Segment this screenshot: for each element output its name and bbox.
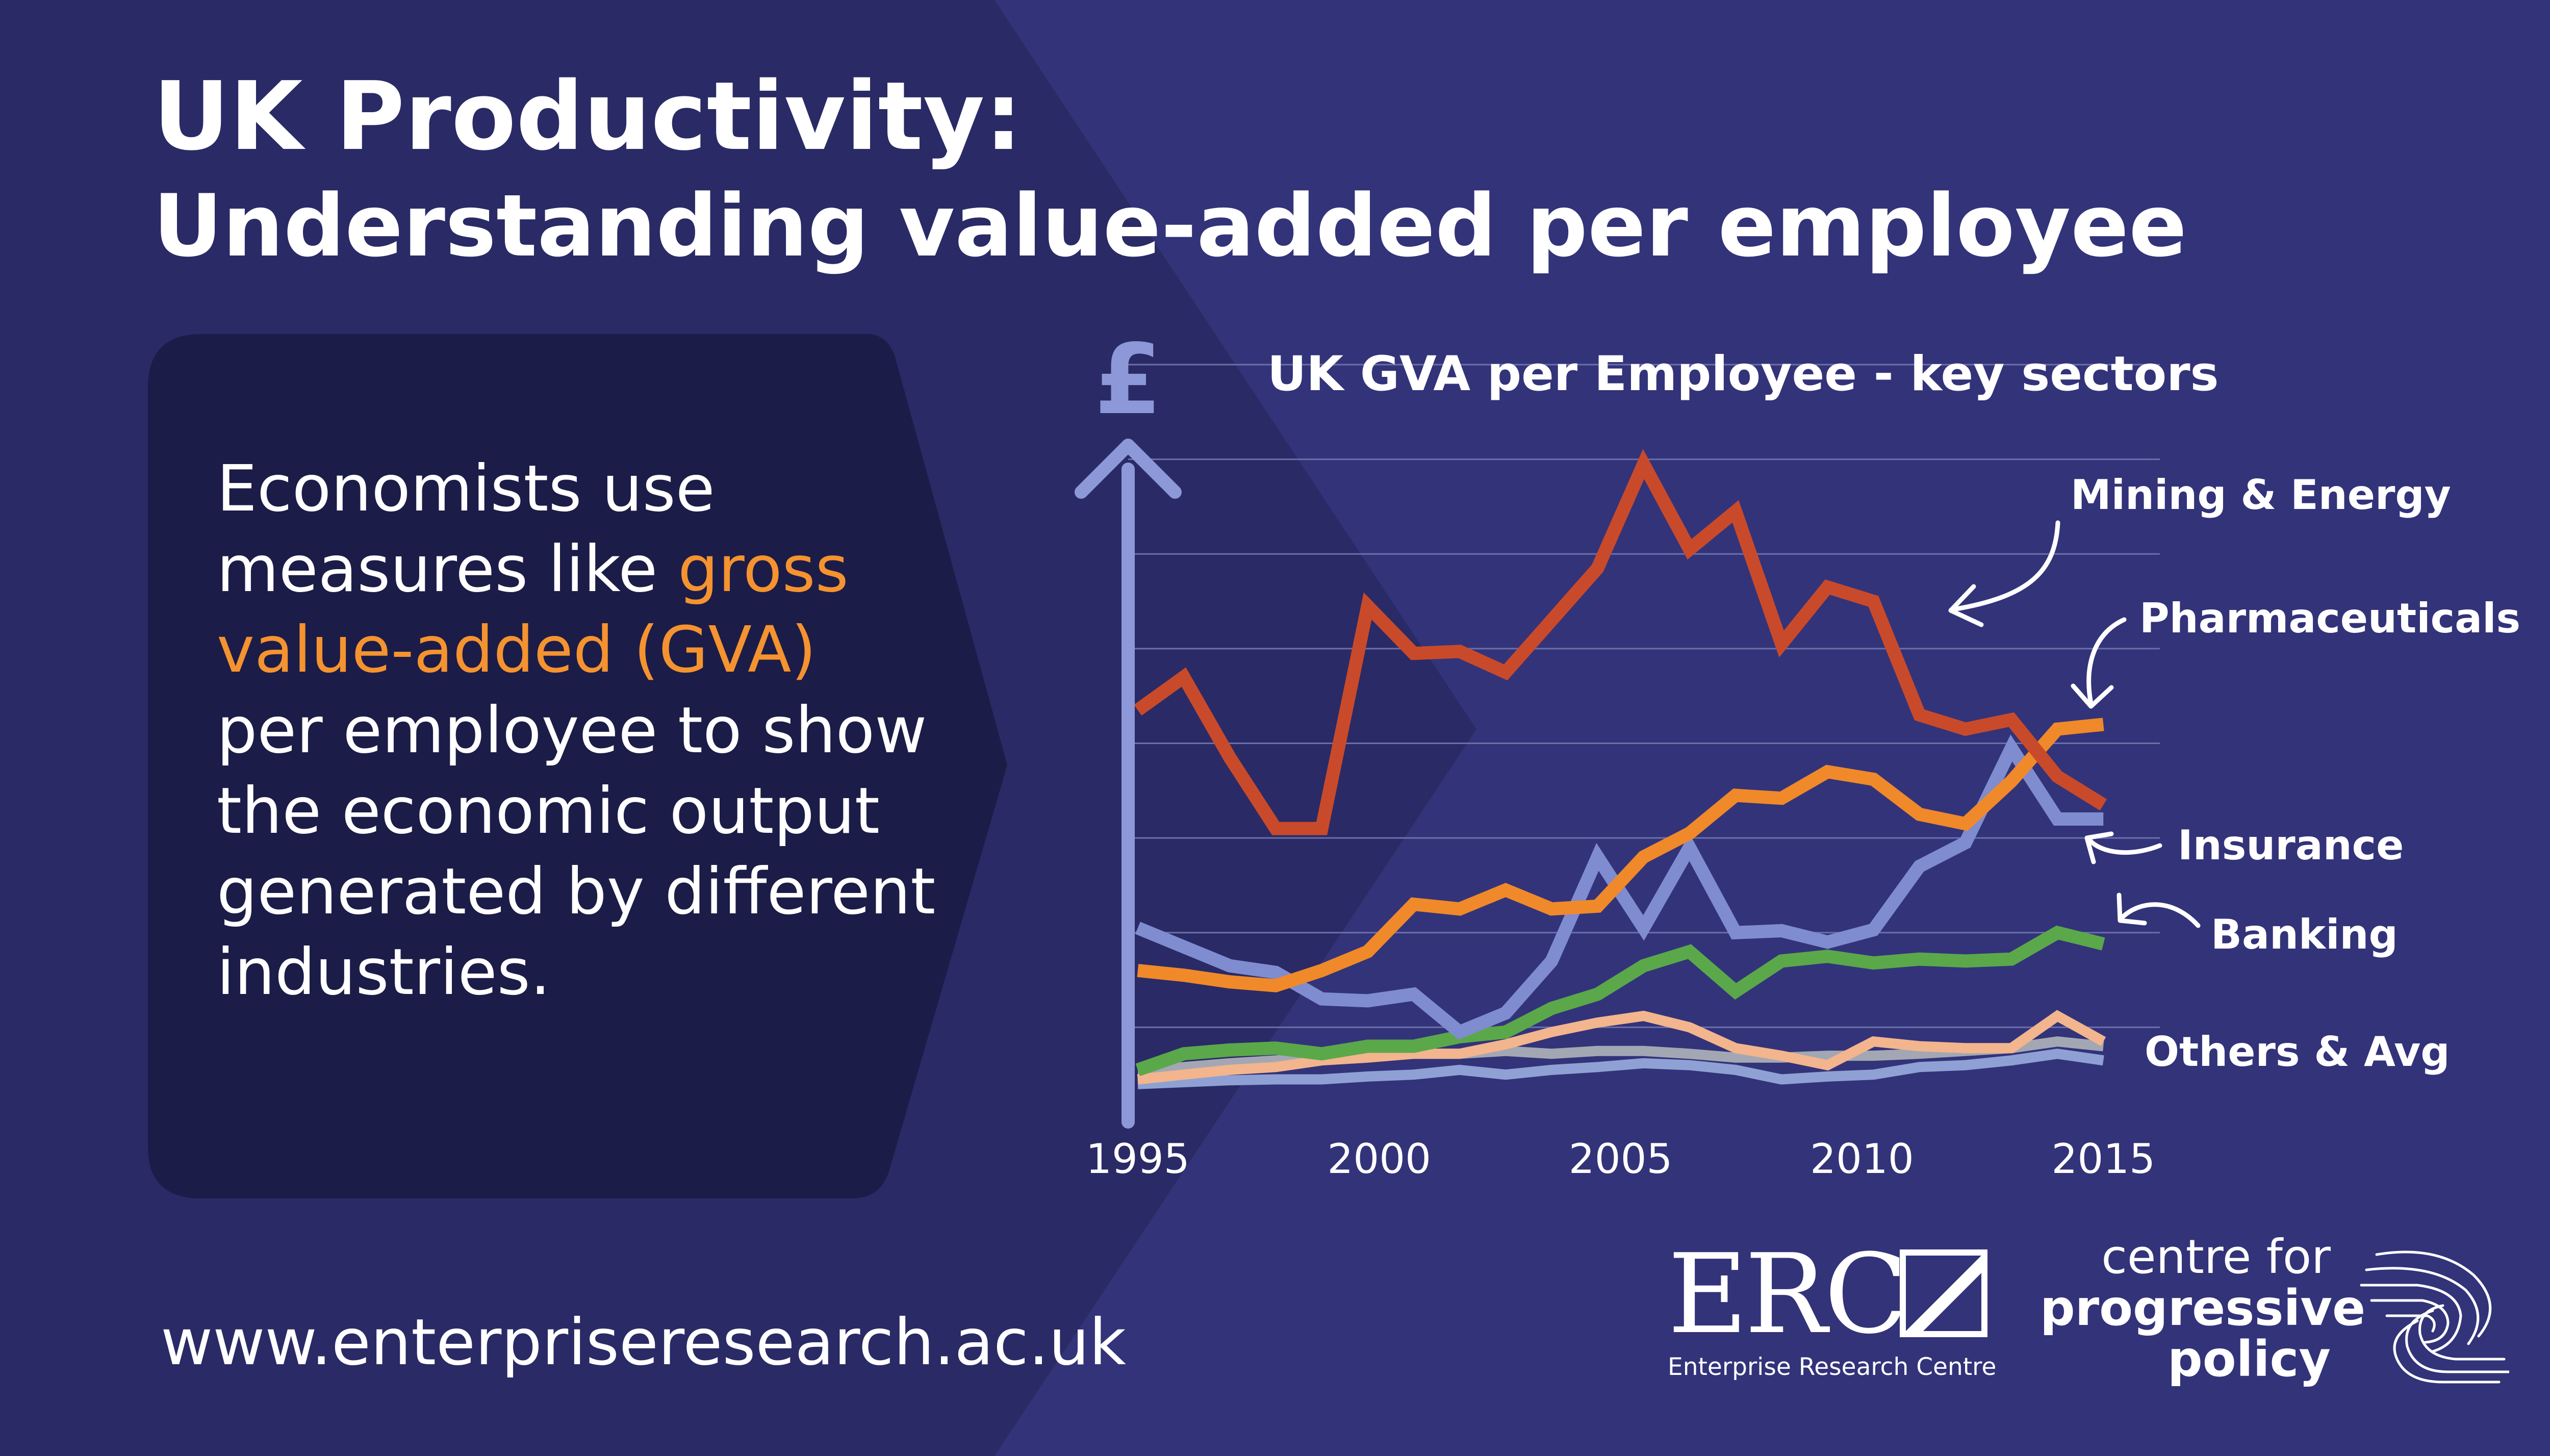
label-banking: Banking xyxy=(2211,911,2398,958)
cpp-logo-line3: policy xyxy=(2168,1331,2331,1388)
arrow-mining-energy-head xyxy=(1948,584,1984,627)
x-tick-label: 2000 xyxy=(1327,1135,1431,1183)
erc-logo-subtitle: Enterprise Research Centre xyxy=(1668,1353,1997,1381)
page-subtitle: Understanding value-added per employee xyxy=(153,176,2187,276)
description-highlight: gross value-added (GVA) xyxy=(217,532,849,687)
series-line-mining-energy xyxy=(1134,449,2107,835)
arrow-banking xyxy=(2119,902,2201,928)
label-pharmaceuticals: Pharmaceuticals xyxy=(2139,595,2520,642)
x-tick-label: 2015 xyxy=(2051,1135,2155,1183)
chart-axis: £ xyxy=(1075,323,1182,1129)
series-line-pharmaceuticals xyxy=(1137,718,2104,992)
page-title: UK Productivity: xyxy=(153,61,1023,171)
label-insurance: Insurance xyxy=(2178,822,2404,869)
cpp-logo-line1: centre for xyxy=(2101,1230,2331,1284)
y-axis-label: £ xyxy=(1094,323,1162,436)
cpp-swirl-icon xyxy=(2360,1250,2509,1384)
website-url[interactable]: www.enterpriseresearch.ac.uk xyxy=(161,1306,1127,1380)
chart-title: UK GVA per Employee - key sectors xyxy=(1267,346,2219,402)
arrow-mining-energy xyxy=(1951,520,2060,612)
erc-logo: ERC Enterprise Research Centre xyxy=(1668,1239,1996,1381)
description-part1: Economists use measures like xyxy=(217,452,715,606)
erc-logo-word: ERC xyxy=(1668,1230,1908,1358)
arrow-insurance-head xyxy=(2084,831,2114,864)
cpp-logo-line2: progressive xyxy=(2040,1280,2366,1337)
chart-lines xyxy=(1134,449,2107,1089)
x-axis-ticks: 1995 2000 2005 2010 2015 xyxy=(1086,1135,2155,1183)
y-axis-arrow-head xyxy=(1075,439,1182,499)
description-part2: per employee to show the economic output… xyxy=(217,694,936,1009)
label-mining-energy: Mining & Energy xyxy=(2071,471,2451,519)
x-tick-label: 2005 xyxy=(1569,1135,1673,1183)
x-tick-label: 2010 xyxy=(1810,1135,1914,1183)
arrow-banking-head xyxy=(2116,892,2147,926)
description-panel xyxy=(148,334,1007,1198)
arrow-pharmaceuticals-head xyxy=(2071,683,2114,709)
label-others-avg: Others & Avg xyxy=(2145,1028,2450,1076)
arrow-pharmaceuticals xyxy=(2086,617,2127,706)
arrow-insurance xyxy=(2086,836,2162,855)
series-line-others xyxy=(1137,1010,2106,1085)
annotations: Mining & Energy Pharmaceuticals Insuranc… xyxy=(1948,471,2520,1076)
series-line-others2 xyxy=(1137,1049,2104,1089)
description-text: Economists use measures like gross value… xyxy=(217,449,941,1013)
x-tick-label: 1995 xyxy=(1086,1135,1190,1183)
cpp-logo: centre for progressive policy xyxy=(2040,1230,2366,1388)
series-line-banking xyxy=(1135,925,2105,1077)
series-line-insurance xyxy=(1135,734,2104,1040)
erc-slash-mark-icon xyxy=(1900,1249,1987,1337)
